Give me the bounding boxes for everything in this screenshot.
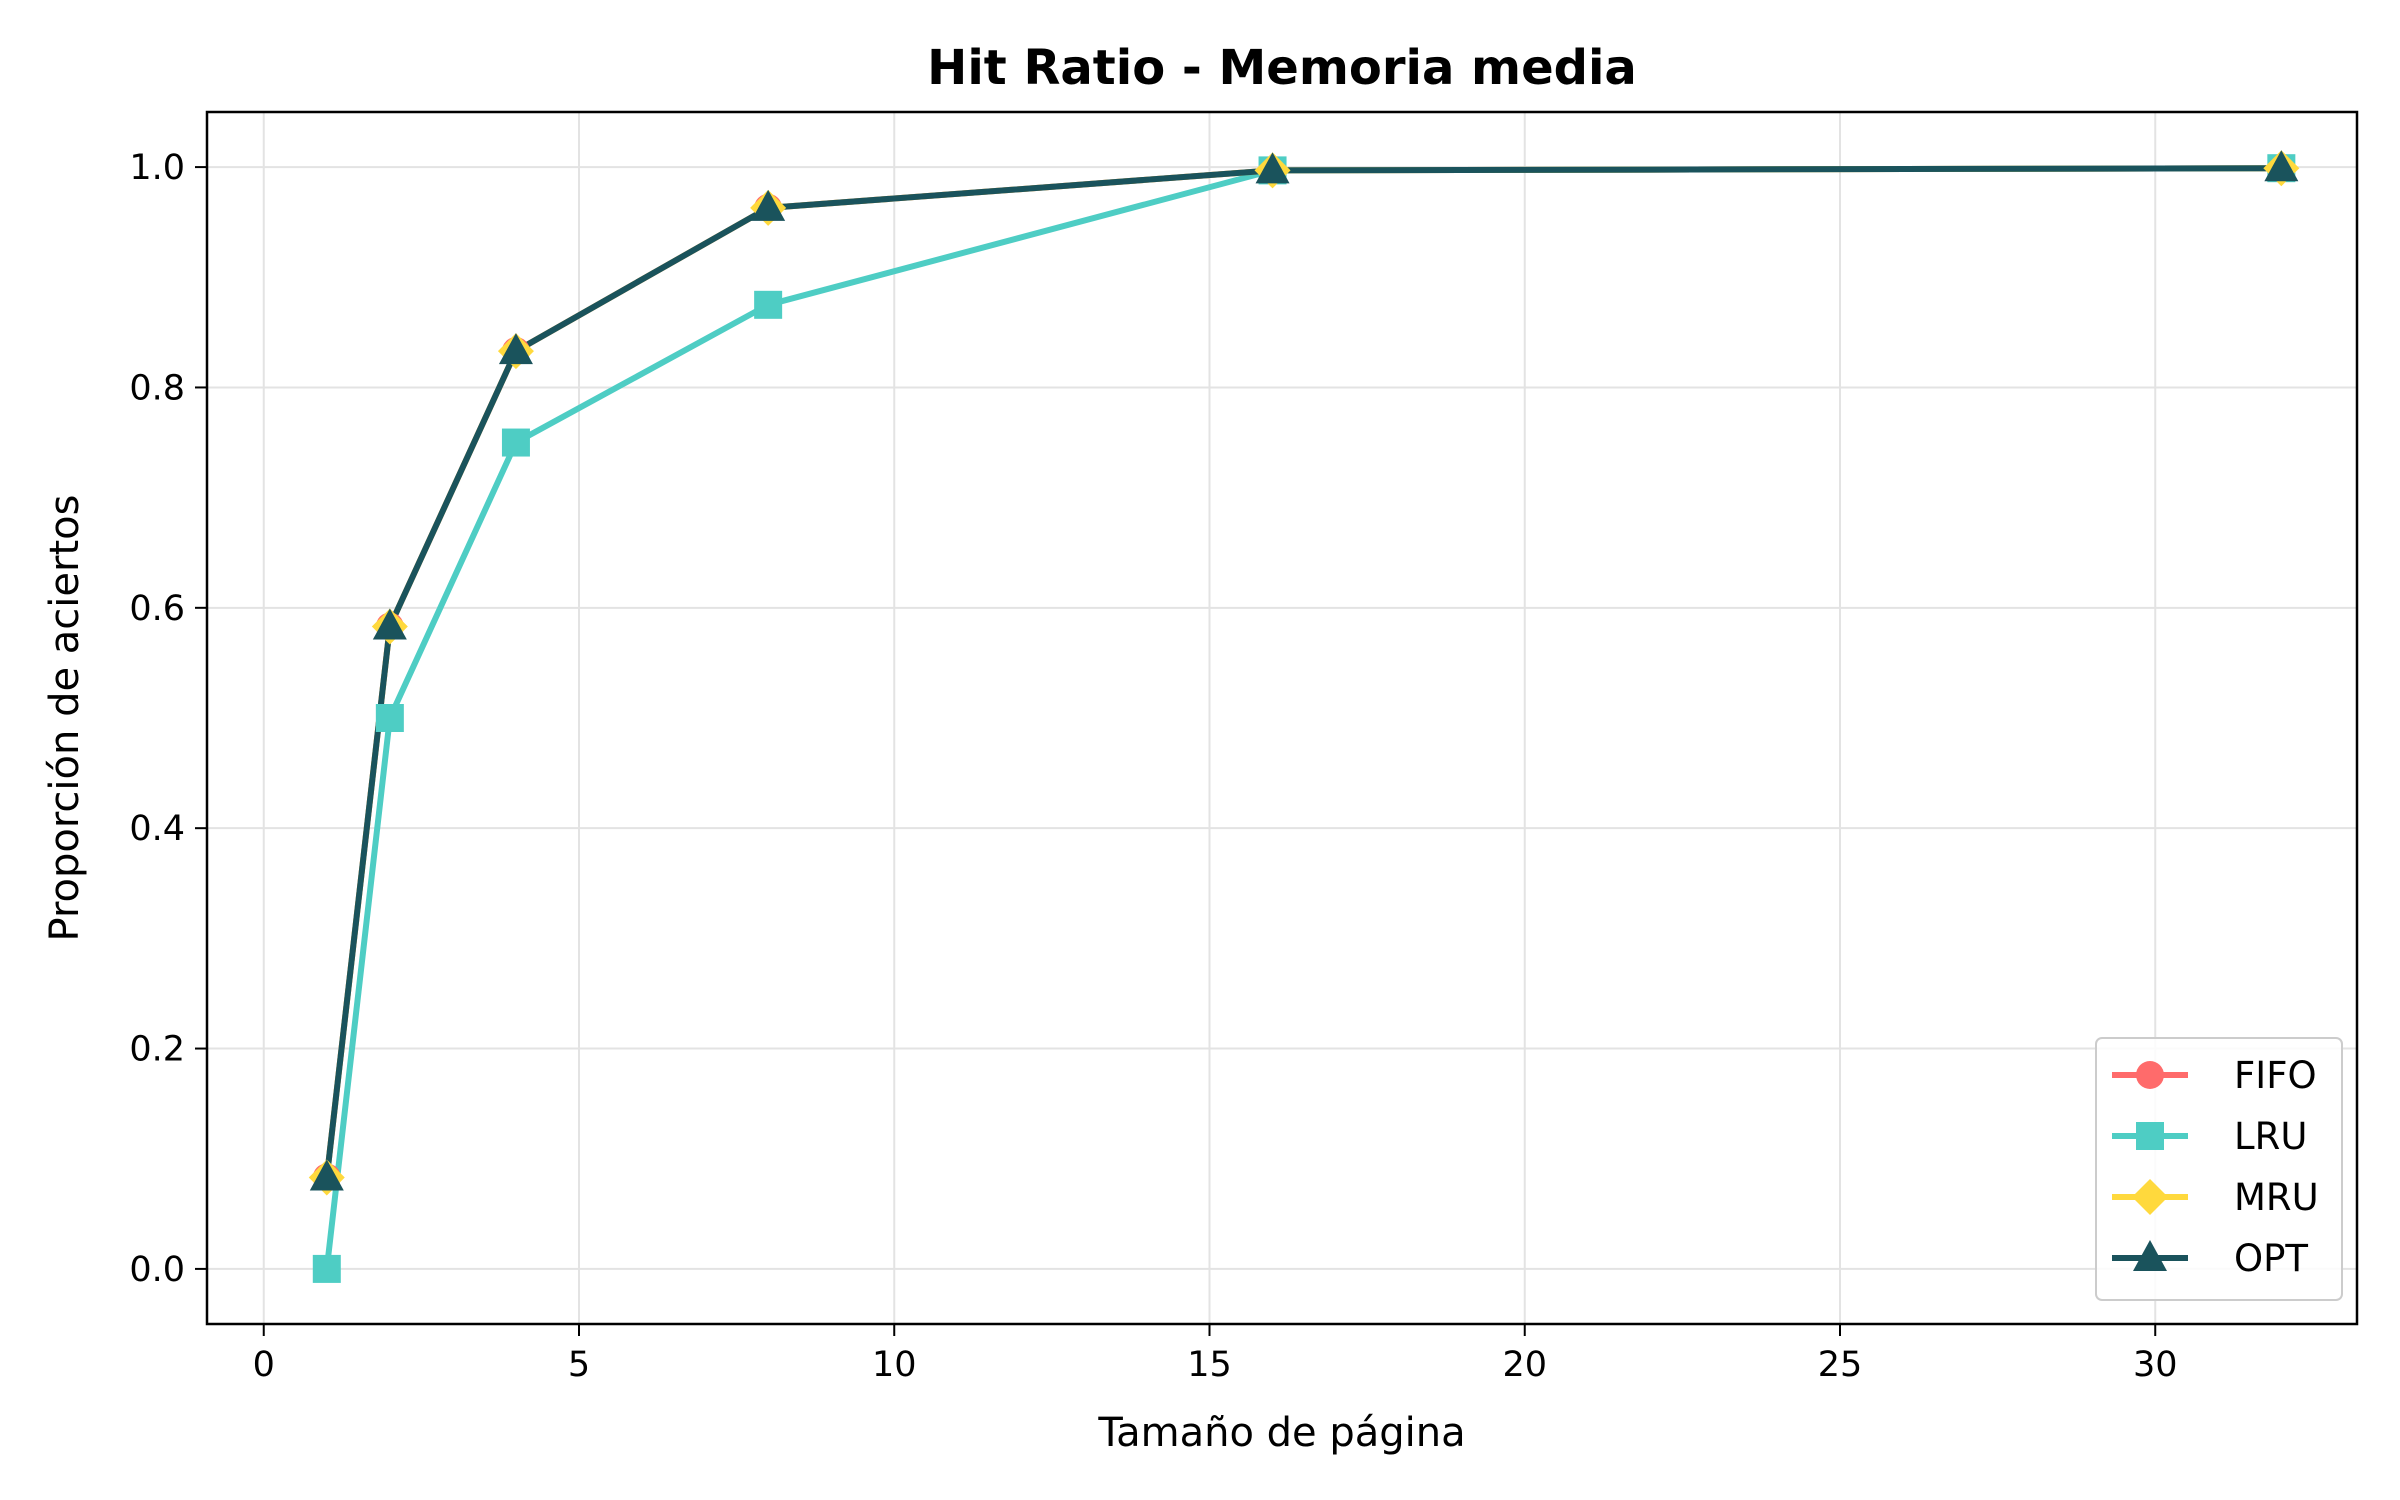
legend-marker-lru bbox=[2136, 1122, 2164, 1150]
legend-item-fifo: FIFO bbox=[2112, 1054, 2317, 1097]
legend-label-opt: OPT bbox=[2234, 1237, 2308, 1280]
y-axis-label: Proporción de aciertos bbox=[42, 495, 88, 942]
x-axis-label: Tamaño de página bbox=[1097, 1410, 1465, 1456]
x-tick-label: 5 bbox=[568, 1345, 590, 1385]
lru-data-point bbox=[754, 290, 783, 319]
legend-label-mru: MRU bbox=[2234, 1176, 2319, 1219]
legend-item-lru: LRU bbox=[2112, 1115, 2307, 1158]
x-axis: 0 5 10 15 20 25 30 bbox=[253, 1324, 2178, 1385]
opt-data-point bbox=[751, 189, 786, 221]
legend-item-mru: MRU bbox=[2112, 1176, 2319, 1219]
legend-label-lru: LRU bbox=[2234, 1115, 2307, 1158]
lru-data-point bbox=[501, 428, 530, 457]
legend-item-opt: OPT bbox=[2112, 1237, 2308, 1280]
x-tick-label: 30 bbox=[2133, 1345, 2178, 1385]
opt-data-point bbox=[372, 608, 407, 640]
legend-box bbox=[2095, 1037, 2343, 1301]
legend-marker-opt bbox=[2133, 1240, 2167, 1271]
y-tick-label: 0.8 bbox=[129, 368, 185, 408]
x-tick-label: 15 bbox=[1187, 1345, 1232, 1385]
legend-marker-fifo bbox=[2136, 1061, 2164, 1089]
y-tick-label: 0.4 bbox=[129, 809, 185, 849]
lru-data-point bbox=[312, 1254, 341, 1283]
opt-data-point bbox=[498, 333, 533, 365]
legend-label-fifo: FIFO bbox=[2234, 1054, 2317, 1097]
y-tick-label: 0.0 bbox=[129, 1250, 185, 1290]
legend: FIFO LRU MRU OPT bbox=[2095, 1037, 2343, 1301]
x-tick-label: 25 bbox=[1818, 1345, 1863, 1385]
series-markers bbox=[308, 150, 2300, 1283]
opt-data-point bbox=[309, 1159, 344, 1191]
x-tick-label: 0 bbox=[253, 1345, 275, 1385]
chart-title: Hit Ratio - Memoria media bbox=[927, 40, 1637, 96]
plot-frame bbox=[205, 110, 2359, 1326]
legend-marker-mru bbox=[2132, 1179, 2168, 1215]
x-tick-label: 20 bbox=[1502, 1345, 1547, 1385]
opt-data-point bbox=[1255, 152, 1290, 184]
y-tick-label: 0.6 bbox=[129, 589, 185, 629]
opt-data-point bbox=[2264, 150, 2299, 182]
x-tick-label: 10 bbox=[872, 1345, 917, 1385]
y-tick-label: 0.2 bbox=[129, 1030, 185, 1070]
y-tick-label: 1.0 bbox=[129, 148, 185, 188]
lru-data-point bbox=[375, 704, 404, 732]
y-axis: 0.0 0.2 0.4 0.6 0.8 1.0 bbox=[129, 148, 207, 1290]
